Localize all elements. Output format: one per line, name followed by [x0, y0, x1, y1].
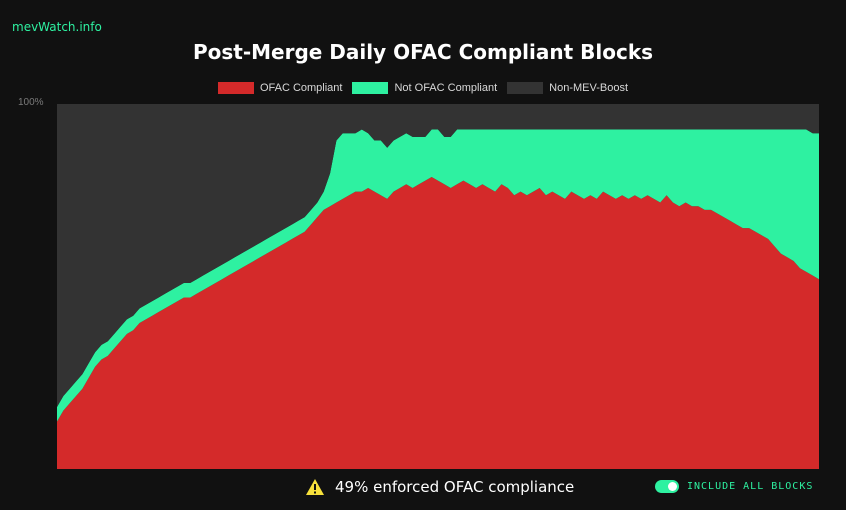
legend-label-non-mev-boost: Non-MEV-Boost [549, 82, 629, 94]
compliance-summary-text: 49% enforced OFAC compliance [335, 478, 575, 496]
toggle-switch[interactable] [655, 480, 679, 493]
legend-label-ofac-compliant: OFAC Compliant [259, 82, 343, 94]
legend-swatch-ofac-compliant [217, 82, 254, 94]
legend-item-ofac-compliant[interactable]: OFAC Compliant [217, 82, 343, 94]
not-ofac-compliant-area[interactable] [57, 129, 819, 422]
warning-triangle-icon [306, 479, 324, 495]
chart-legend: OFAC Compliant Not OFAC Compliant Non-ME… [0, 82, 846, 94]
include-all-blocks-toggle[interactable]: INCLUDE ALL BLOCKS [655, 480, 813, 493]
compliance-summary: 49% enforced OFAC compliance [305, 478, 574, 496]
legend-item-not-ofac-compliant[interactable]: Not OFAC Compliant [352, 82, 497, 94]
non-mev-boost-area[interactable] [57, 104, 819, 407]
toggle-label: INCLUDE ALL BLOCKS [687, 481, 814, 492]
stacked-area-chart[interactable] [57, 104, 819, 469]
footer-bar: 49% enforced OFAC compliance INCLUDE ALL… [0, 478, 846, 500]
legend-item-non-mev-boost[interactable]: Non-MEV-Boost [507, 82, 628, 94]
chart-title: Post-Merge Daily OFAC Compliant Blocks [192, 40, 654, 64]
legend-swatch-non-mev-boost [507, 82, 544, 94]
legend-label-not-ofac-compliant: Not OFAC Compliant [394, 82, 498, 94]
y-axis-tick-label: 100% [18, 97, 44, 108]
legend-swatch-not-ofac-compliant [352, 82, 389, 94]
brand-link[interactable]: mevWatch.info [12, 20, 102, 34]
ofac-compliant-area[interactable] [57, 177, 819, 469]
toggle-knob [668, 482, 677, 491]
